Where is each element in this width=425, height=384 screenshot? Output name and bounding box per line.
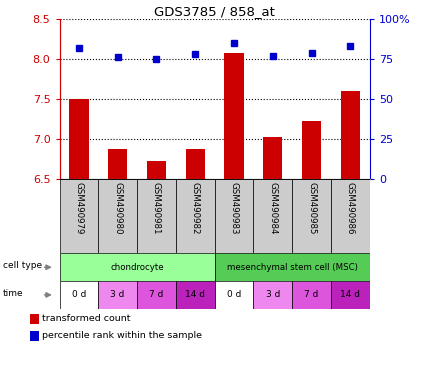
Bar [98,281,137,309]
Bar [215,179,253,253]
Bar [30,314,39,324]
Text: GSM490979: GSM490979 [74,182,83,235]
Bar [186,149,205,179]
Bar [60,281,98,309]
Text: cell type: cell type [3,262,42,270]
Title: GDS3785 / 858_at: GDS3785 / 858_at [154,5,275,18]
Text: GSM490982: GSM490982 [191,182,200,235]
Bar [253,281,292,309]
Bar [69,99,88,179]
Text: chondrocyte: chondrocyte [110,263,164,272]
Bar [137,179,176,253]
Text: GSM490985: GSM490985 [307,182,316,235]
Bar [30,331,39,341]
Bar [108,149,128,179]
Text: GSM490980: GSM490980 [113,182,122,235]
Text: GSM490981: GSM490981 [152,182,161,235]
Text: percentile rank within the sample: percentile rank within the sample [42,331,202,340]
Bar [292,281,331,309]
Text: 3 d: 3 d [266,290,280,300]
Bar [302,121,321,179]
Bar [176,179,215,253]
Bar [215,253,370,281]
Text: GSM490986: GSM490986 [346,182,355,235]
Bar [224,53,244,179]
Text: 3 d: 3 d [110,290,125,300]
Bar [137,281,176,309]
Text: 14 d: 14 d [340,290,360,300]
Bar [292,179,331,253]
Text: 7 d: 7 d [304,290,319,300]
Text: mesenchymal stem cell (MSC): mesenchymal stem cell (MSC) [227,263,357,272]
Text: 0 d: 0 d [72,290,86,300]
Bar [253,179,292,253]
Bar [60,253,215,281]
Text: GSM490983: GSM490983 [230,182,238,235]
Bar [147,161,166,179]
Text: time: time [3,289,24,298]
Text: 7 d: 7 d [149,290,164,300]
Bar [341,91,360,179]
Bar [331,281,370,309]
Text: transformed count: transformed count [42,314,131,323]
Text: 14 d: 14 d [185,290,205,300]
Text: 0 d: 0 d [227,290,241,300]
Text: GSM490984: GSM490984 [268,182,277,235]
Bar [98,179,137,253]
Bar [215,281,253,309]
Bar [60,179,98,253]
Bar [176,281,215,309]
Bar [263,137,283,179]
Bar [331,179,370,253]
